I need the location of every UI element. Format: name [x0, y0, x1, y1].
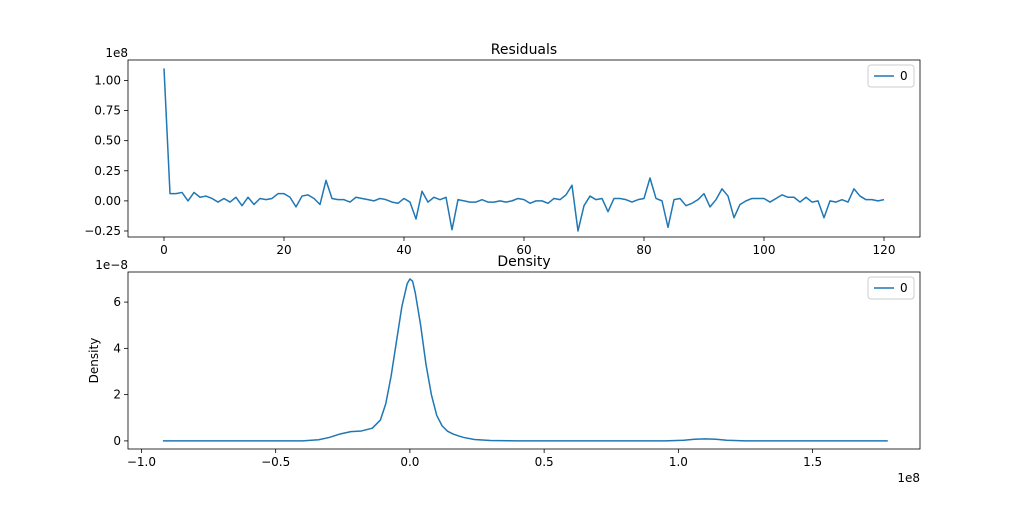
density-x-offset-label: 1e8 [897, 471, 920, 485]
density-legend: 0 [867, 276, 915, 300]
residuals-x-tick-label: 0 [160, 243, 168, 257]
density-y-axis-label: Density [87, 338, 101, 384]
density-y-tick-label: 4 [113, 341, 121, 355]
residuals-y-tick-label: 0.25 [94, 164, 121, 178]
residuals-y-tick-label: 0.50 [94, 134, 121, 148]
density-legend-entry: 0 [900, 281, 908, 295]
residuals-y-tick-label: 0.00 [94, 194, 121, 208]
residuals-title: Residuals [491, 42, 557, 58]
residuals-y-tick-label: −0.25 [84, 224, 121, 238]
density-x-tick-label: 0.5 [535, 455, 554, 469]
density-x-tick-label: −0.5 [261, 455, 290, 469]
residuals-series-line-0 [163, 68, 885, 232]
density-y-tick-label: 2 [113, 388, 121, 402]
residuals-legend-entry: 0 [900, 69, 908, 83]
residuals-y-tick-label: 1.00 [94, 73, 121, 87]
density-axes-frame [127, 271, 921, 450]
residuals-y-offset-label: 1e8 [105, 46, 128, 60]
residuals-x-tick-label: 120 [873, 243, 896, 257]
residuals-axes: 0 20 40 60 80 100 120 −0.25 0.00 0.25 0.50 0.75 1.00… [84, 42, 921, 257]
density-y-tick-label: 0 [113, 434, 121, 448]
residuals-x-tick-label: 20 [276, 243, 291, 257]
density-y-offset-label: 1e−8 [95, 258, 128, 272]
residuals-x-tick-label: 60 [516, 243, 531, 257]
density-x-tick-label: 1.5 [803, 455, 822, 469]
density-y-tick-label: 6 [113, 295, 121, 309]
density-title: Density [497, 254, 550, 270]
residuals-x-tick-label: 80 [636, 243, 651, 257]
residuals-y-tick-label: 0.75 [94, 104, 121, 118]
density-x-tick-label: 0.0 [400, 455, 419, 469]
density-x-tick-label: −1.0 [127, 455, 156, 469]
residuals-legend: 0 [867, 64, 915, 88]
residuals-axes-frame [127, 59, 921, 238]
density-axes: −1.0 −0.5 0.0 0.5 1.0 1.5 0 2 4 6 Density 1e−8 1e8 De… [87, 254, 921, 485]
residuals-x-tick-label: 40 [396, 243, 411, 257]
residuals-x-tick-label: 100 [753, 243, 776, 257]
density-x-tick-label: 1.0 [669, 455, 688, 469]
density-series-line-0 [162, 278, 888, 442]
